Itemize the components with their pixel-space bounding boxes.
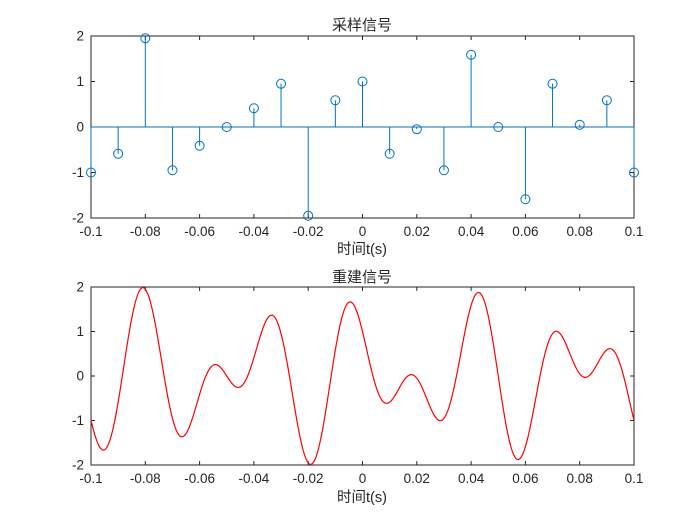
stem-marker bbox=[194, 140, 205, 151]
x-tick-label: -0.06 bbox=[184, 471, 215, 486]
stem-marker bbox=[248, 103, 259, 114]
stem-marker bbox=[276, 78, 287, 89]
stem-marker bbox=[438, 165, 449, 176]
y-tick-label: -2 bbox=[72, 458, 84, 473]
x-tick-label: 0.02 bbox=[404, 471, 430, 486]
y-tick-label: 1 bbox=[76, 324, 84, 339]
stem-marker bbox=[520, 194, 531, 205]
top-chart-title: 采样信号 bbox=[332, 17, 392, 34]
reconstructed-signal-plot: -0.1 -0.08 -0.06 -0.04 -0.02 0 0.02 0.04 0.06 0.0… bbox=[72, 280, 643, 487]
stem-marker bbox=[547, 78, 558, 89]
x-tick-label: -0.04 bbox=[239, 471, 270, 486]
y-tick-label: 0 bbox=[76, 369, 84, 384]
x-tick-label: 0 bbox=[359, 471, 367, 486]
stem-marker bbox=[629, 167, 639, 178]
x-tick-label: 0.02 bbox=[404, 224, 430, 239]
reconstructed-curve bbox=[91, 287, 634, 465]
x-tick-label: 0.04 bbox=[458, 224, 485, 239]
x-tick-label: -0.1 bbox=[79, 471, 102, 486]
x-tick-label: -0.08 bbox=[130, 224, 161, 239]
x-tick-label: -0.02 bbox=[293, 471, 324, 486]
stem-marker bbox=[601, 95, 612, 106]
y-tick-label: 1 bbox=[76, 74, 84, 89]
x-tick-label: 0.06 bbox=[512, 471, 538, 486]
x-tick-label: 0.04 bbox=[458, 471, 485, 486]
y-tick-label: -1 bbox=[72, 165, 84, 180]
stem-marker bbox=[357, 76, 368, 87]
top-chart-xlabel: 时间t(s) bbox=[337, 241, 387, 258]
stem-marker bbox=[330, 95, 341, 106]
x-tick-label: 0.06 bbox=[512, 224, 538, 239]
y-tick-label: 2 bbox=[76, 280, 84, 295]
x-tick-label: -0.02 bbox=[293, 224, 324, 239]
y-tick-label: 0 bbox=[76, 120, 84, 135]
stem-marker bbox=[466, 49, 477, 60]
bottom-chart-xlabel: 时间t(s) bbox=[337, 489, 387, 506]
x-tick-label: -0.08 bbox=[130, 471, 161, 486]
y-tick-label: -1 bbox=[72, 413, 84, 428]
stem-marker bbox=[384, 148, 395, 159]
x-tick-label: -0.06 bbox=[184, 224, 215, 239]
x-tick-label: 0.08 bbox=[567, 224, 593, 239]
stem-marker bbox=[113, 148, 124, 159]
stem-marker bbox=[303, 210, 314, 221]
y-tick-label: -2 bbox=[72, 211, 84, 226]
x-tick-label: 0.1 bbox=[625, 224, 644, 239]
stem-marker bbox=[411, 124, 422, 135]
stem-marker bbox=[574, 119, 585, 130]
x-tick-label: -0.1 bbox=[79, 224, 102, 239]
stem-marker bbox=[493, 122, 504, 132]
stem-marker bbox=[86, 167, 96, 178]
bottom-chart-title: 重建信号 bbox=[332, 269, 392, 286]
x-tick-label: 0.08 bbox=[567, 471, 593, 486]
stem-marker bbox=[140, 33, 151, 44]
stem-marker bbox=[167, 165, 178, 176]
x-tick-label: 0.1 bbox=[625, 471, 644, 486]
x-tick-label: -0.04 bbox=[239, 224, 270, 239]
y-tick-label: 2 bbox=[76, 29, 84, 44]
axes-box bbox=[90, 286, 635, 466]
sampled-signal-plot: -0.1 -0.08 -0.06 -0.04 -0.02 0 0.02 0.04 0.06 0.0… bbox=[72, 29, 643, 240]
stem-marker bbox=[221, 122, 232, 132]
x-tick-label: 0 bbox=[359, 224, 367, 239]
